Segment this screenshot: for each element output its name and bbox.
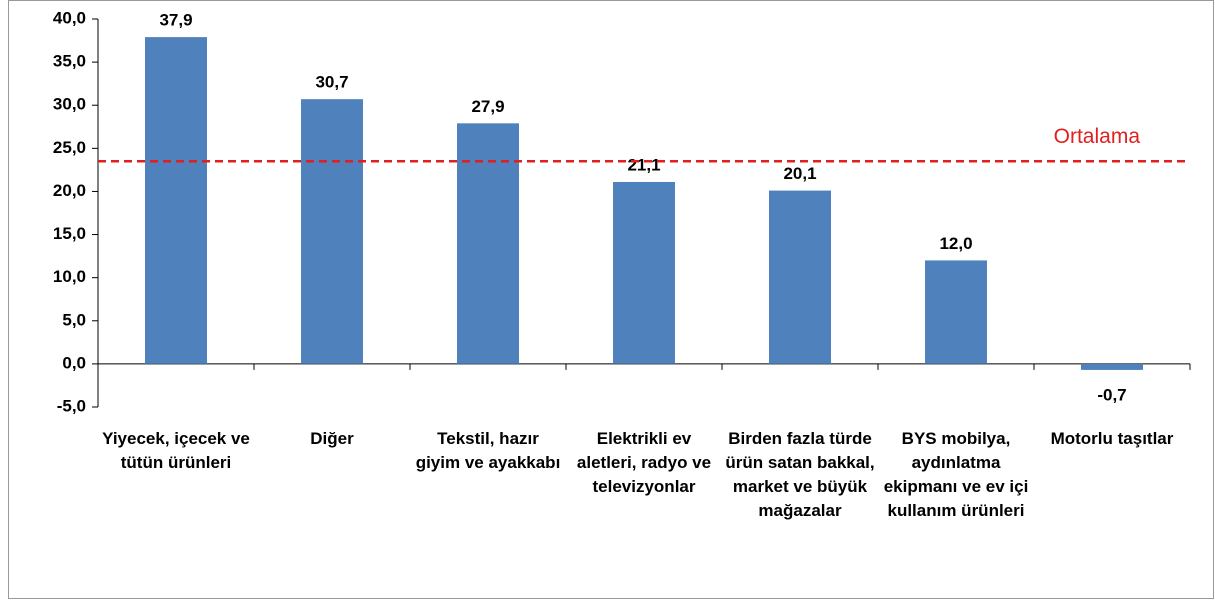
x-tick-label: Elektrikli ev aletleri, radyo ve televiz… (576, 429, 712, 496)
y-tick-label: 10,0 (53, 267, 86, 286)
value-label: 12,0 (939, 234, 972, 253)
y-tick-label: 40,0 (53, 8, 86, 27)
bar (145, 37, 207, 364)
y-tick-label: 5,0 (62, 310, 86, 329)
bar (301, 99, 363, 364)
bar (613, 181, 675, 364)
x-tick-label: BYS mobilya, aydınlatma ekipmanı ve ev i… (883, 429, 1029, 520)
x-tick-label: Birden fazla türde ürün satan bakkal, ma… (725, 429, 875, 520)
x-tick-label: Tekstil, hazır giyim ve ayakkabı (415, 429, 561, 472)
x-tick-label: Diğer (310, 429, 354, 448)
value-label: -0,7 (1097, 385, 1126, 404)
y-tick-label: 15,0 (53, 224, 86, 243)
x-tick-label: Yiyecek, içecek ve tütün ürünleri (102, 429, 250, 472)
y-tick-label: 35,0 (53, 52, 86, 71)
y-tick-label: 30,0 (53, 95, 86, 114)
value-label: 30,7 (315, 73, 348, 92)
bar (1081, 363, 1143, 370)
y-tick-label: 0,0 (62, 353, 86, 372)
x-tick-label: Motorlu taşıtlar (1050, 429, 1174, 448)
bar (457, 123, 519, 364)
value-label: 37,9 (159, 11, 192, 30)
bar (769, 190, 831, 364)
value-label: 27,9 (471, 97, 504, 116)
reference-label: Ortalama (1054, 125, 1141, 148)
value-label: 20,1 (783, 164, 816, 183)
y-tick-label: 20,0 (53, 181, 86, 200)
bar (925, 260, 987, 364)
chart-border (8, 0, 1214, 599)
y-tick-label: -5,0 (57, 396, 86, 415)
y-tick-label: 25,0 (53, 138, 86, 157)
value-label: 21,1 (627, 155, 660, 174)
